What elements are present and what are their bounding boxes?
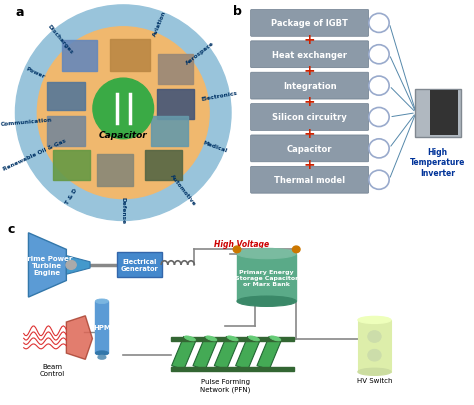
Text: HV Switch: HV Switch	[357, 377, 392, 383]
Bar	[53, 150, 90, 181]
Polygon shape	[172, 337, 196, 370]
Text: Capacitor: Capacitor	[287, 145, 332, 153]
Text: Primary Energy
Storage Capacitor
or Marx Bank: Primary Energy Storage Capacitor or Marx…	[235, 269, 298, 286]
Circle shape	[66, 261, 76, 270]
Bar	[62, 41, 97, 71]
Text: Package of IGBT: Package of IGBT	[271, 19, 348, 28]
FancyBboxPatch shape	[251, 167, 369, 194]
FancyBboxPatch shape	[118, 253, 162, 278]
Ellipse shape	[248, 336, 259, 341]
Circle shape	[93, 79, 154, 139]
Polygon shape	[214, 337, 239, 370]
FancyBboxPatch shape	[251, 136, 369, 162]
Text: Pulse Forming
Network (PFN): Pulse Forming Network (PFN)	[200, 378, 250, 392]
Text: Automotive: Automotive	[169, 173, 197, 207]
Polygon shape	[66, 256, 90, 275]
Circle shape	[369, 77, 389, 96]
Circle shape	[369, 46, 389, 65]
Text: Medical: Medical	[201, 140, 228, 153]
FancyBboxPatch shape	[430, 91, 458, 136]
Text: High
Temperature
Inverter: High Temperature Inverter	[410, 147, 465, 177]
Polygon shape	[28, 233, 66, 297]
Ellipse shape	[206, 336, 217, 341]
Text: +: +	[304, 32, 315, 47]
Bar	[110, 40, 150, 72]
Ellipse shape	[95, 299, 109, 304]
Text: Renewable Oil & Gas: Renewable Oil & Gas	[3, 138, 67, 171]
Bar	[157, 90, 194, 120]
FancyBboxPatch shape	[251, 11, 369, 37]
Ellipse shape	[358, 368, 391, 375]
Circle shape	[369, 14, 389, 33]
Circle shape	[368, 350, 381, 361]
Bar	[47, 82, 84, 111]
Ellipse shape	[237, 249, 296, 259]
Ellipse shape	[95, 351, 109, 356]
Circle shape	[37, 28, 209, 199]
Circle shape	[369, 108, 389, 127]
Text: +: +	[304, 64, 315, 78]
Text: b: b	[234, 4, 242, 17]
Text: High Voltage: High Voltage	[214, 239, 269, 248]
Ellipse shape	[358, 317, 391, 324]
Text: +: +	[304, 158, 315, 172]
Ellipse shape	[98, 356, 106, 359]
Polygon shape	[193, 337, 218, 370]
Text: a: a	[16, 6, 24, 19]
Bar	[171, 367, 294, 371]
Text: Electrical
Generator: Electrical Generator	[121, 259, 159, 272]
Bar	[97, 155, 133, 186]
Text: Silicon circuitry: Silicon circuitry	[272, 113, 347, 122]
Ellipse shape	[184, 336, 195, 341]
Text: Beam
Control: Beam Control	[39, 364, 65, 377]
Text: HPM: HPM	[93, 324, 111, 330]
Text: Power: Power	[25, 66, 46, 79]
Bar	[237, 254, 296, 301]
FancyBboxPatch shape	[251, 73, 369, 100]
Bar	[358, 320, 391, 372]
Bar	[151, 117, 188, 147]
Text: Electronics: Electronics	[201, 91, 237, 102]
Text: Integration: Integration	[283, 82, 337, 91]
Text: c: c	[7, 223, 15, 236]
Bar	[95, 301, 109, 353]
Ellipse shape	[227, 336, 238, 341]
Ellipse shape	[270, 336, 281, 341]
Bar	[171, 337, 294, 341]
Ellipse shape	[237, 296, 296, 307]
FancyBboxPatch shape	[251, 104, 369, 131]
Circle shape	[233, 246, 241, 253]
Text: +: +	[304, 126, 315, 141]
Text: Heat exchanger: Heat exchanger	[272, 51, 347, 60]
FancyBboxPatch shape	[251, 42, 369, 68]
Polygon shape	[257, 337, 282, 370]
Circle shape	[292, 246, 300, 253]
Polygon shape	[66, 316, 92, 360]
Text: Discharges: Discharges	[47, 23, 74, 55]
Text: Prime Power
Turbine
Engine: Prime Power Turbine Engine	[22, 255, 73, 275]
Bar	[47, 117, 84, 147]
Circle shape	[16, 6, 231, 221]
Text: Aviation: Aviation	[152, 10, 167, 37]
Text: +: +	[304, 95, 315, 109]
Text: T & D: T & D	[65, 187, 79, 205]
Circle shape	[369, 139, 389, 158]
Text: Thermal model: Thermal model	[274, 176, 345, 185]
Text: Aerospace: Aerospace	[185, 41, 215, 66]
Text: Defense: Defense	[121, 197, 126, 224]
Circle shape	[369, 171, 389, 190]
Bar	[145, 150, 182, 181]
FancyBboxPatch shape	[415, 90, 461, 137]
Bar	[158, 55, 193, 85]
Polygon shape	[236, 337, 260, 370]
Circle shape	[368, 331, 381, 343]
Text: Capacitor: Capacitor	[99, 130, 147, 139]
Text: Communication: Communication	[0, 117, 53, 127]
